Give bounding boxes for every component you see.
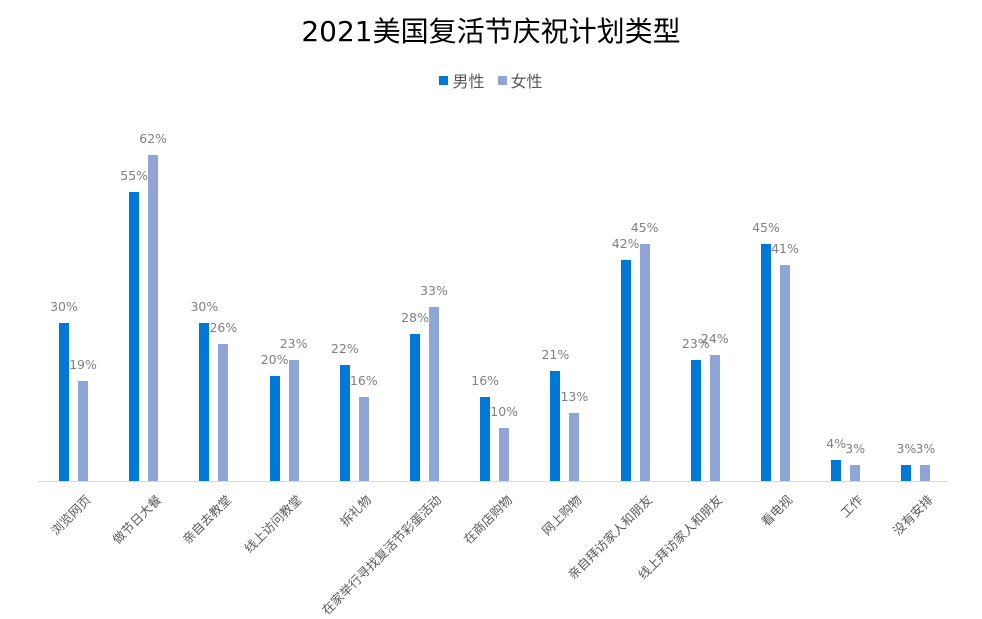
data-label: 22% [330, 341, 359, 357]
category-label: 没有安排 [890, 492, 937, 539]
bar-female[interactable] [288, 360, 299, 481]
data-label: 21% [541, 346, 570, 362]
bar-female[interactable] [639, 244, 650, 481]
data-label: 4% [826, 435, 847, 451]
bar-male[interactable] [59, 323, 69, 481]
legend-swatch-female [497, 75, 507, 85]
data-label: 45% [752, 220, 780, 236]
category-label: 线上访问教堂 [240, 492, 305, 556]
bar-male[interactable] [480, 396, 491, 481]
bar-female[interactable] [78, 381, 88, 481]
data-label: 3% [845, 441, 866, 457]
data-label: 41% [771, 241, 799, 257]
category-label: 看电视 [758, 492, 796, 530]
bar-male[interactable] [129, 191, 140, 481]
legend-label-male: 男性 [452, 72, 485, 91]
category-label: 在商店购物 [460, 492, 515, 547]
data-label: 62% [139, 130, 168, 146]
bar-male[interactable] [831, 459, 842, 481]
bar-male[interactable] [199, 323, 210, 481]
category-label: 工作 [837, 492, 866, 521]
bar-male[interactable] [410, 333, 420, 481]
legend-swatch-male [439, 75, 449, 85]
data-label: 3% [896, 441, 917, 457]
bar-male[interactable] [550, 370, 561, 481]
bar-female[interactable] [569, 412, 580, 481]
bar-male[interactable] [620, 260, 631, 481]
category-label: 做节日大餐 [109, 492, 164, 547]
bar-female[interactable] [218, 344, 229, 481]
category-label: 拆礼物 [337, 492, 375, 530]
data-label: 19% [69, 357, 97, 373]
bar-female[interactable] [358, 396, 369, 481]
bar-male[interactable] [690, 360, 701, 481]
bar-male[interactable] [269, 375, 280, 481]
chart-title: 2021美国复活节庆祝计划类型 [301, 15, 681, 48]
category-label: 在家举行寻找复活节彩蛋活动 [319, 492, 445, 618]
legend-label-female: 女性 [510, 72, 543, 91]
legend-item-female[interactable]: 女性 [497, 68, 543, 92]
bar-male[interactable] [339, 365, 350, 481]
bar-female[interactable] [709, 354, 720, 481]
data-label: 33% [420, 283, 448, 299]
data-label: 23% [279, 336, 308, 352]
bar-female[interactable] [920, 465, 931, 481]
bar-female[interactable] [499, 428, 510, 481]
legend: 男性 女性 [0, 68, 982, 92]
category-label: 网上购物 [539, 492, 586, 539]
data-label: 45% [630, 220, 659, 236]
data-label: 20% [260, 351, 289, 367]
bar-female[interactable] [148, 154, 159, 481]
data-label: 16% [349, 372, 378, 388]
data-label: 23% [681, 336, 710, 352]
bar-male[interactable] [901, 465, 912, 481]
bar-female[interactable] [429, 307, 439, 481]
data-label: 3% [915, 441, 936, 457]
data-label: 42% [611, 236, 640, 252]
legend-item-male[interactable]: 男性 [439, 68, 484, 92]
data-label: 28% [401, 309, 429, 325]
data-label: 55% [120, 167, 149, 183]
bar-male[interactable] [761, 244, 771, 481]
data-label: 26% [209, 320, 238, 336]
bar-female[interactable] [780, 265, 790, 481]
data-label: 30% [50, 299, 78, 315]
data-label: 24% [700, 330, 729, 346]
data-label: 30% [190, 299, 219, 315]
data-label: 13% [560, 388, 589, 404]
x-axis-line [38, 481, 948, 482]
bar-female[interactable] [850, 465, 861, 481]
data-label: 10% [490, 404, 519, 420]
category-label: 亲自去教堂 [179, 492, 235, 547]
data-label: 16% [471, 372, 500, 388]
category-label: 浏览网页 [47, 492, 94, 539]
